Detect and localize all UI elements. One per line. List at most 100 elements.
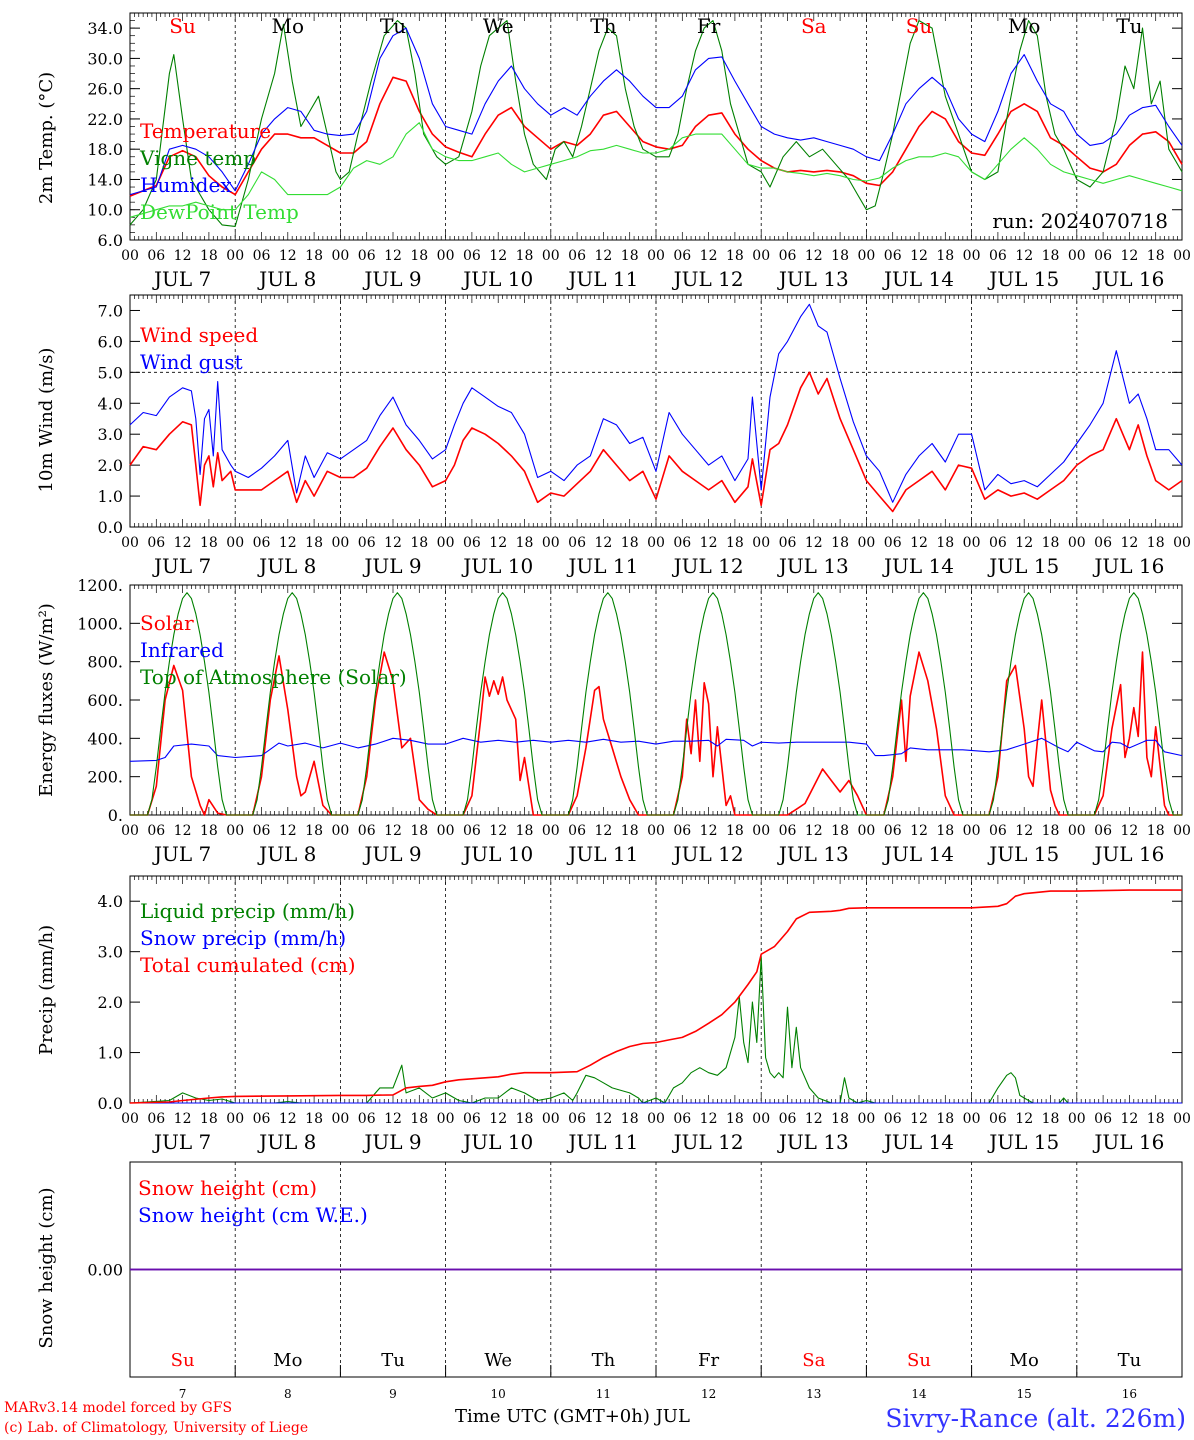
hour-tick-label: 00 [437, 1111, 455, 1127]
legend-vigne-temp: Vigne temp [139, 146, 256, 170]
day-of-week-label: Tu [380, 14, 406, 38]
day-of-week-label: Tu [1118, 1350, 1142, 1371]
hour-tick-label: 06 [779, 248, 797, 264]
date-label: JUL 7 [152, 554, 211, 578]
date-label: JUL 13 [777, 554, 849, 578]
hour-tick-label: 06 [673, 823, 691, 839]
hour-tick-label: 12 [174, 248, 192, 264]
date-label: JUL 11 [566, 554, 638, 578]
hour-tick-label: 00 [542, 535, 560, 551]
date-label: JUL 10 [461, 267, 533, 291]
day-of-week-label: Su [906, 14, 933, 38]
hour-tick-label: 00 [331, 248, 349, 264]
hour-tick-label: 12 [489, 1111, 507, 1127]
y-tick-label: 600. [87, 691, 123, 710]
hour-tick-label: 18 [305, 248, 323, 264]
date-number-label: 10 [491, 1387, 506, 1401]
date-number-label: 15 [1017, 1387, 1032, 1401]
y-tick-label: 6.0 [98, 231, 123, 250]
hour-tick-label: 00 [331, 535, 349, 551]
hour-tick-label: 12 [700, 1111, 718, 1127]
legend-dewpoint-temp: DewPoint Temp [140, 200, 299, 224]
hour-tick-label: 12 [1015, 248, 1033, 264]
hour-tick-label: 00 [963, 823, 981, 839]
hour-tick-label: 00 [226, 1111, 244, 1127]
hour-tick-label: 00 [857, 823, 875, 839]
y-tick-label: 1.0 [98, 1044, 123, 1063]
legend-temperature: Temperature [140, 119, 271, 143]
hour-tick-label: 06 [358, 535, 376, 551]
hour-tick-label: 00 [1068, 1111, 1086, 1127]
hour-tick-label: 12 [384, 248, 402, 264]
hour-tick-label: 06 [253, 823, 271, 839]
y-axis-title: 10m Wind (m/s) [36, 348, 57, 493]
hour-tick-label: 06 [253, 248, 271, 264]
hour-tick-label: 18 [516, 823, 534, 839]
y-tick-label: 1.0 [98, 487, 123, 506]
y-tick-label: 0.00 [87, 1261, 123, 1280]
y-tick-label: 3.0 [98, 425, 123, 444]
hour-tick-label: 18 [621, 823, 639, 839]
y-tick-label: 34.0 [87, 19, 123, 38]
hour-tick-label: 12 [1120, 535, 1138, 551]
date-label: JUL 16 [1092, 267, 1164, 291]
day-of-week-label: Mo [272, 14, 305, 38]
date-label: JUL 12 [672, 267, 744, 291]
legend-wind-gust: Wind gust [140, 350, 243, 374]
hour-tick-label: 00 [437, 535, 455, 551]
y-tick-label: 1200. [77, 576, 123, 595]
y-tick-label: 0.0 [98, 518, 123, 537]
hour-tick-label: 00 [226, 535, 244, 551]
date-label: JUL 15 [987, 554, 1059, 578]
hour-tick-label: 06 [1094, 1111, 1112, 1127]
hour-tick-label: 06 [253, 535, 271, 551]
hour-tick-label: 00 [963, 1111, 981, 1127]
date-number-label: 14 [911, 1387, 927, 1401]
legend-snow-height-cm-: Snow height (cm) [138, 1176, 317, 1200]
legend-liquid-precip-mm-h-: Liquid precip (mm/h) [140, 899, 355, 923]
date-label: JUL 14 [882, 1130, 954, 1154]
hour-tick-label: 18 [410, 1111, 428, 1127]
hour-tick-label: 06 [1094, 823, 1112, 839]
hour-tick-label: 00 [542, 1111, 560, 1127]
panel-temperature: 6.0 10.0 14.0 18.0 22.0 26.0 30.0 34.0 2m Temp. … [36, 12, 1191, 291]
day-of-week-label: Sa [802, 1350, 825, 1371]
date-label: JUL 14 [882, 554, 954, 578]
date-label: JUL 8 [257, 267, 316, 291]
y-tick-label: 22.0 [87, 110, 123, 129]
hour-tick-label: 06 [779, 1111, 797, 1127]
hour-tick-label: 12 [1015, 823, 1033, 839]
date-label: JUL 10 [461, 554, 533, 578]
date-number-label: 8 [284, 1387, 292, 1401]
day-of-week-label: Th [592, 1350, 616, 1371]
date-label: JUL 10 [461, 1130, 533, 1154]
y-tick-label: 2.0 [98, 456, 123, 475]
hour-tick-label: 00 [647, 248, 665, 264]
date-label: JUL 8 [257, 554, 316, 578]
hour-tick-label: 18 [936, 535, 954, 551]
date-number-label: 12 [701, 1387, 716, 1401]
hour-tick-label: 06 [147, 535, 165, 551]
hour-tick-label: 00 [542, 823, 560, 839]
hour-tick-label: 06 [673, 1111, 691, 1127]
hour-tick-label: 12 [279, 823, 297, 839]
series-line-top-of-atmosphere-solar- [130, 592, 1182, 816]
day-of-week-label: Su [907, 1350, 931, 1371]
hour-tick-label: 00 [647, 1111, 665, 1127]
hour-tick-label: 12 [805, 535, 823, 551]
y-tick-label: 2.0 [98, 993, 123, 1012]
y-tick-label: 3.0 [98, 943, 123, 962]
y-tick-label: 200. [87, 768, 123, 787]
hour-tick-label: 06 [989, 535, 1007, 551]
date-label: JUL 11 [566, 1130, 638, 1154]
series-line-infrared [129, 737, 1183, 762]
hour-tick-label: 06 [253, 1111, 271, 1127]
date-label: JUL 7 [152, 842, 211, 866]
hour-tick-label: 00 [121, 248, 139, 264]
hour-tick-label: 06 [1094, 535, 1112, 551]
hour-tick-label: 06 [884, 535, 902, 551]
day-of-week-label: Mo [1008, 14, 1041, 38]
day-of-week-label: Sa [801, 14, 827, 38]
hour-tick-label: 00 [121, 535, 139, 551]
